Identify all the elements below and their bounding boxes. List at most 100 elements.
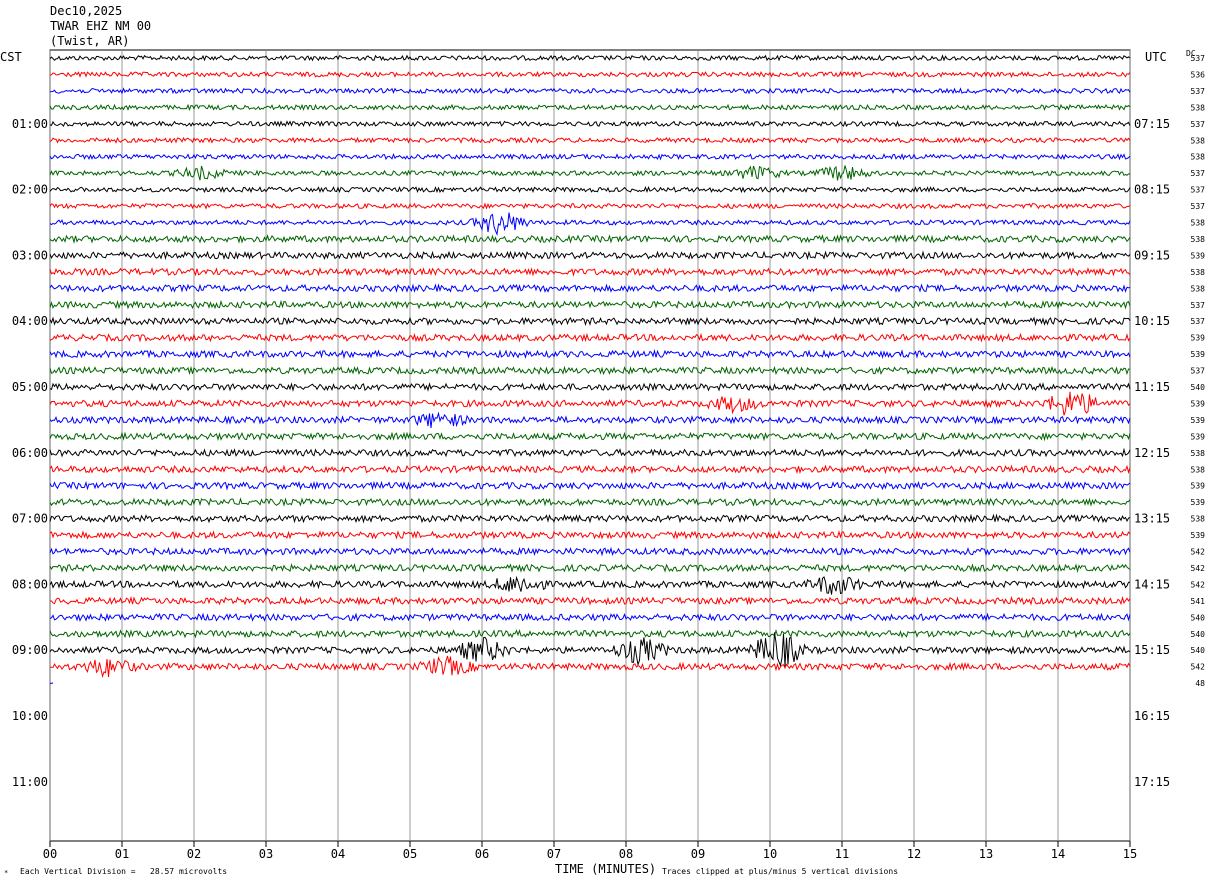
corner-mark: * (4, 869, 9, 877)
left-hour-label: 07:00 (12, 512, 48, 526)
seismic-trace (49, 612, 1131, 623)
dc-offset-label: 539 (1191, 334, 1206, 343)
seismic-trace (49, 250, 1131, 261)
left-hour-label: 11:00 (12, 775, 48, 789)
dc-offset-label: 538 (1191, 284, 1206, 293)
x-tick-label: 10 (763, 847, 777, 861)
dc-offset-label: 539 (1191, 432, 1206, 441)
dc-offset-label: 537 (1191, 169, 1206, 178)
x-tick-label: 01 (115, 847, 129, 861)
dc-offset-label: 538 (1191, 136, 1206, 145)
right-hour-label: 16:15 (1134, 709, 1170, 723)
seismic-trace (49, 87, 1131, 95)
x-tick-label: 02 (187, 847, 201, 861)
seismic-trace (49, 563, 1131, 573)
dc-offset-label: 538 (1191, 268, 1206, 277)
seismic-trace (49, 202, 1131, 210)
seismic-trace (49, 316, 1131, 327)
seismic-trace (49, 365, 1131, 376)
seismic-trace (49, 530, 1131, 540)
x-tick-label: 13 (979, 847, 993, 861)
x-tick-label: 06 (475, 847, 489, 861)
dc-offset-label: 537 (1191, 87, 1206, 96)
dc-offset-label: 540 (1191, 646, 1206, 655)
seismic-trace (49, 54, 1131, 62)
right-hour-label: 15:15 (1134, 643, 1170, 657)
seismic-trace (49, 628, 1131, 639)
right-timezone-label: UTC (1145, 50, 1167, 64)
scale-note: Each Vertical Division = 28.57 microvolt… (20, 867, 228, 876)
x-tick-label: 08 (619, 847, 633, 861)
dc-offset-label: 540 (1191, 383, 1206, 392)
dc-offset-label: 542 (1191, 548, 1206, 557)
dc-offset-label: 537 (1191, 186, 1206, 195)
seismic-trace (49, 136, 1131, 144)
dc-offset-label: 542 (1191, 663, 1206, 672)
dc-offset-label: 539 (1191, 399, 1206, 408)
dc-offset-label: 539 (1191, 498, 1206, 507)
right-hour-label: 14:15 (1134, 577, 1170, 591)
dc-offset-label: 538 (1191, 153, 1206, 162)
seismic-trace (49, 682, 54, 684)
seismic-trace (49, 332, 1131, 343)
dc-offset-label: 537 (1191, 54, 1206, 63)
seismic-trace (49, 120, 1131, 128)
dc-offset-label: 539 (1191, 350, 1206, 359)
dc-offset-label: 538 (1191, 219, 1206, 228)
seismic-trace (49, 497, 1131, 507)
x-tick-label: 12 (907, 847, 921, 861)
x-tick-label: 03 (259, 847, 273, 861)
left-hour-label: 04:00 (12, 314, 48, 328)
left-timezone-label: CST (0, 50, 22, 64)
right-hour-label: 11:15 (1134, 380, 1170, 394)
seismic-trace (49, 152, 1131, 161)
seismic-trace (49, 632, 1131, 668)
dc-offset-label: 539 (1191, 531, 1206, 540)
seismic-trace (49, 165, 1131, 181)
left-hour-label: 02:00 (12, 183, 48, 197)
x-tick-label: 11 (835, 847, 849, 861)
dc-offset-label: 539 (1191, 416, 1206, 425)
right-hour-label: 10:15 (1134, 314, 1170, 328)
x-tick-label: 04 (331, 847, 345, 861)
right-hour-label: 08:15 (1134, 183, 1170, 197)
right-hour-label: 17:15 (1134, 775, 1170, 789)
seismic-trace (49, 655, 1131, 679)
location-label: (Twist, AR) (50, 34, 130, 48)
seismic-trace (49, 480, 1131, 491)
dc-offset-label: 540 (1191, 613, 1206, 622)
x-tick-label: 14 (1051, 847, 1065, 861)
seismic-trace (49, 464, 1131, 475)
seismic-trace (49, 234, 1131, 245)
x-tick-label: 15 (1123, 847, 1137, 861)
right-hour-label: 12:15 (1134, 446, 1170, 460)
dc-offset-label: 537 (1191, 202, 1206, 211)
dc-offset-label: 539 (1191, 251, 1206, 260)
dc-label: DC (1186, 49, 1196, 58)
seismic-trace (49, 212, 1131, 236)
dc-offset-label: 538 (1191, 235, 1206, 244)
left-hour-label: 03:00 (12, 248, 48, 262)
seismic-trace (49, 299, 1131, 310)
right-hour-label: 13:15 (1134, 512, 1170, 526)
x-tick-label: 05 (403, 847, 417, 861)
seismic-trace (49, 283, 1131, 294)
seismic-trace (49, 513, 1131, 524)
dc-offset-label: 538 (1191, 103, 1206, 112)
seismic-trace (49, 266, 1131, 277)
seismic-trace (49, 447, 1131, 458)
x-tick-label: 00 (43, 847, 57, 861)
seismic-trace (49, 349, 1131, 360)
dc-offset-label: 538 (1191, 465, 1206, 474)
x-tick-label: 09 (691, 847, 705, 861)
x-tick-label: 07 (547, 847, 561, 861)
seismic-trace (50, 595, 1131, 606)
dc-offset-label: 540 (1191, 630, 1206, 639)
dc-offset-label: 537 (1191, 301, 1206, 310)
dc-offset-label: 539 (1191, 482, 1206, 491)
dc-offset-label: 542 (1191, 580, 1206, 589)
dc-offset-label: 48 (1195, 679, 1205, 688)
left-hour-label: 06:00 (12, 446, 48, 460)
seismic-trace (49, 411, 1131, 429)
